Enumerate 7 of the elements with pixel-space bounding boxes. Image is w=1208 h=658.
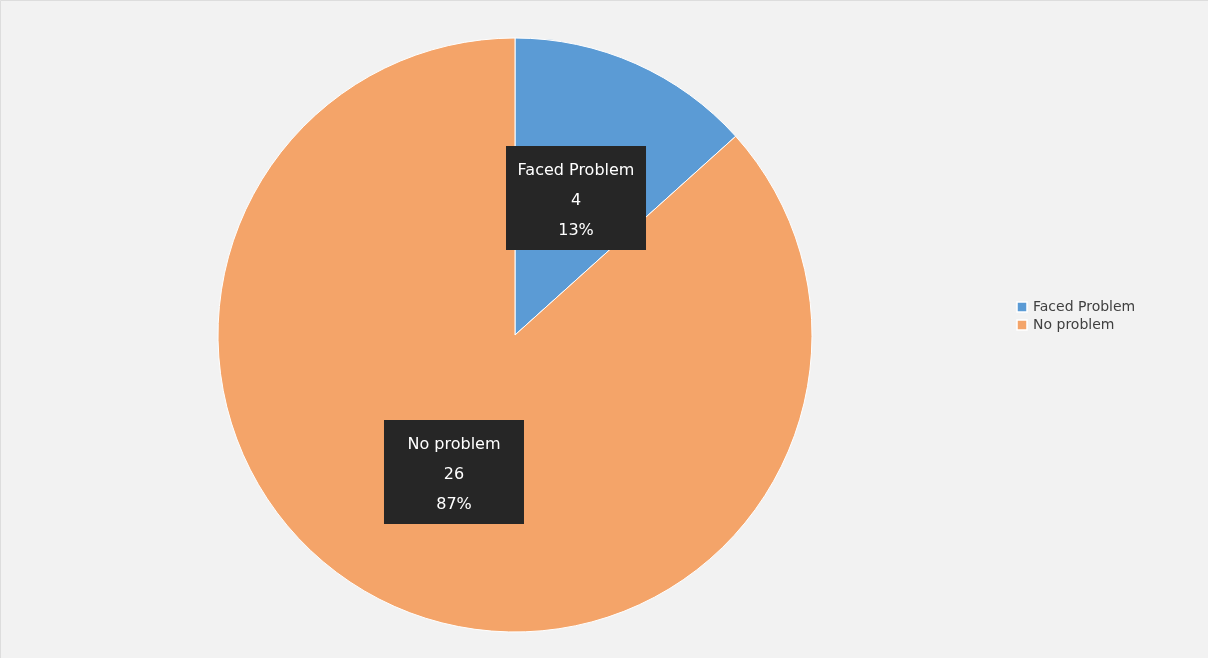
slice-label: Faced Problem [517, 159, 635, 179]
slice-label: No problem [407, 434, 501, 454]
data-label: 26 87% [436, 464, 472, 514]
data-label: 4 13% [558, 189, 594, 239]
legend-label: No problem [1033, 316, 1115, 332]
pie-slice [217, 37, 813, 633]
legend-label: Faced Problem [1033, 298, 1136, 314]
